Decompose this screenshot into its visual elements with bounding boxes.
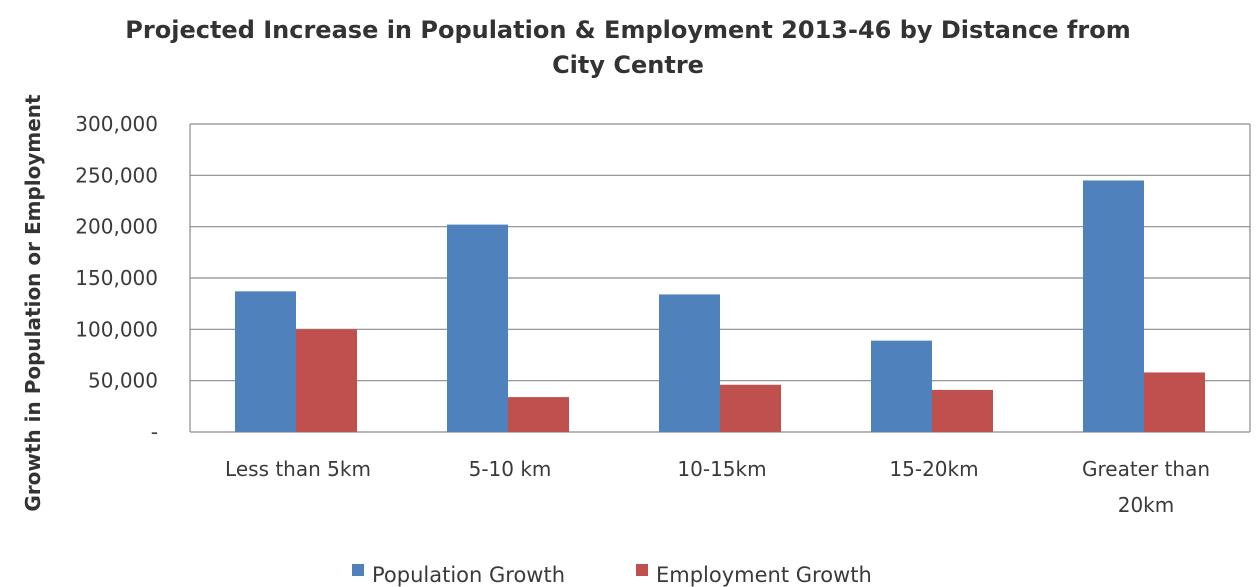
chart-title: Projected Increase in Population & Emplo… <box>125 16 1130 79</box>
chart-title-line-1: Projected Increase in Population & Emplo… <box>125 16 1130 44</box>
y-tick-label: 150,000 <box>75 266 158 290</box>
bar-population-1 <box>235 291 296 432</box>
y-tick-label: 50,000 <box>88 369 158 393</box>
bar-population-3 <box>659 294 720 432</box>
bar-employment-3 <box>720 384 781 432</box>
bar-employment-5 <box>1144 372 1205 432</box>
x-category-label: 15-20km <box>889 457 978 481</box>
legend-swatch-population <box>352 564 364 576</box>
bars <box>235 180 1205 432</box>
x-category-label: 20km <box>1118 493 1175 517</box>
y-tick-label: 250,000 <box>75 163 158 187</box>
legend-swatch-employment <box>636 564 648 576</box>
bar-population-2 <box>447 224 508 432</box>
y-tick-label: 200,000 <box>75 215 158 239</box>
y-tick-label: - <box>151 420 158 444</box>
y-axis-title: Growth in Population or Employment <box>21 94 45 512</box>
bar-employment-4 <box>932 389 993 432</box>
x-category-label: 10-15km <box>677 457 766 481</box>
y-tick-label: 100,000 <box>75 317 158 341</box>
bar-population-5 <box>1083 180 1144 432</box>
y-axis-ticks: - 50,000 100,000 150,000 200,000 250,000 300,0… <box>75 112 158 444</box>
legend-label-population: Population Growth <box>372 563 565 587</box>
x-category-label: 5-10 km <box>469 457 552 481</box>
bar-employment-2 <box>508 397 569 432</box>
legend-label-employment: Employment Growth <box>656 563 872 587</box>
chart-title-line-2: City Centre <box>552 51 704 79</box>
y-axis-title-text: Growth in Population or Employment <box>21 94 45 512</box>
bar-employment-1 <box>296 329 357 432</box>
y-tick-label: 300,000 <box>75 112 158 136</box>
legend: Population Growth Employment Growth <box>352 563 872 587</box>
x-category-label: Less than 5km <box>225 457 371 481</box>
x-category-label: Greater than <box>1082 457 1210 481</box>
bar-population-4 <box>871 340 932 432</box>
x-axis-categories: Less than 5km 5-10 km 10-15km 15-20km Greate… <box>225 457 1210 517</box>
